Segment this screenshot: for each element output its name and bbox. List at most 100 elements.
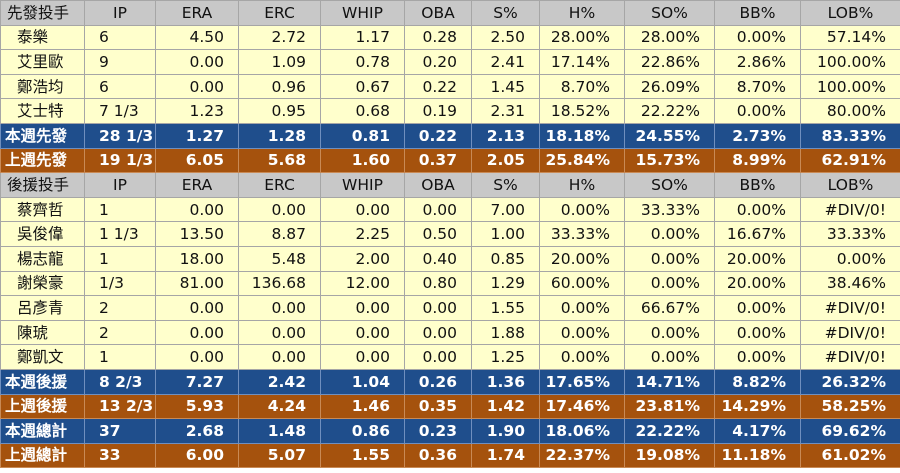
stat-cell: 2.41 [471, 49, 540, 75]
stat-cell: 1 1/3 [84, 221, 156, 247]
row-label-cell: 艾士特 [0, 98, 85, 124]
stat-cell: 12.00 [320, 270, 405, 297]
stat-cell: 1.42 [471, 393, 540, 420]
stat-cell: 6.05 [155, 147, 239, 174]
row-label-cell: 先發投手 [0, 0, 85, 26]
stat-cell: 61.02% [800, 442, 900, 469]
stat-cell: 100.00% [800, 49, 900, 75]
stat-cell: 0.00% [714, 24, 801, 51]
stat-cell: 0.80 [404, 270, 472, 297]
stat-cell: 2 [84, 319, 156, 346]
row-label-cell: 本週總計 [0, 418, 85, 444]
stat-cell: 1.46 [320, 393, 405, 420]
stat-cell: 0.00 [238, 344, 321, 370]
stat-cell: 0.68 [320, 98, 405, 124]
stat-cell: 28.00% [539, 24, 625, 51]
relievers-this-week-summary-row: 本週後援 8 2/3 7.27 2.42 1.04 0.26 1.36 17.65% 14.71… [0, 368, 900, 395]
stat-cell: 5.68 [238, 147, 321, 174]
stat-cell: 0.00% [800, 245, 900, 272]
stat-cell: 0.19 [404, 98, 472, 124]
stat-cell: 9 [84, 49, 156, 75]
stat-cell: ERC [238, 172, 321, 198]
stat-cell: 81.00 [155, 270, 239, 297]
stat-cell: 0.00% [714, 98, 801, 124]
stat-cell: 4.24 [238, 393, 321, 420]
stat-cell: 8.70% [714, 73, 801, 100]
stat-cell: 8.87 [238, 221, 321, 247]
stat-cell: 2.13 [471, 122, 540, 149]
stat-cell: 1.17 [320, 24, 405, 51]
stat-cell: 28.00% [624, 24, 715, 51]
row-label-cell: 本週先發 [0, 122, 85, 149]
stat-cell: 14.71% [624, 368, 715, 395]
stat-cell: 0.00% [714, 319, 801, 346]
stat-cell: 2.00 [320, 245, 405, 272]
relievers-pitcher-row: 呂彥青 2 0.00 0.00 0.00 0.00 1.55 0.00% 66.67% 0.00%… [0, 295, 900, 321]
stat-cell: 0.00 [155, 319, 239, 346]
stat-cell: 1 [84, 344, 156, 370]
stat-cell: #DIV/0! [800, 295, 900, 321]
stat-cell: SO% [624, 172, 715, 198]
stat-cell: S% [471, 172, 540, 198]
stat-cell: 20.00% [714, 270, 801, 297]
stat-cell: 0.00 [320, 295, 405, 321]
stat-cell: 0.37 [404, 147, 472, 174]
stat-cell: 33 [84, 442, 156, 469]
stat-cell: 17.65% [539, 368, 625, 395]
stat-cell: 0.00% [714, 295, 801, 321]
starters-pitcher-row: 艾士特 7 1/3 1.23 0.95 0.68 0.19 2.31 18.52% 22.22%… [0, 98, 900, 124]
row-label-cell: 呂彥青 [0, 295, 85, 321]
stat-cell: 13 2/3 [84, 393, 156, 420]
stat-cell: 0.40 [404, 245, 472, 272]
stat-cell: 18.06% [539, 418, 625, 444]
stat-cell: OBA [404, 172, 472, 198]
totals-this-week-row: 本週總計 37 2.68 1.48 0.86 0.23 1.90 18.06% 22.22% 4.… [0, 418, 900, 444]
stat-cell: H% [539, 0, 625, 26]
relievers-pitcher-row: 楊志龍 1 18.00 5.48 2.00 0.40 0.85 20.00% 0.00% 20.0… [0, 245, 900, 272]
stat-cell: SO% [624, 0, 715, 26]
stat-cell: 1.09 [238, 49, 321, 75]
stat-cell: 58.25% [800, 393, 900, 420]
stat-cell: 0.96 [238, 73, 321, 100]
stat-cell: 20.00% [539, 245, 625, 272]
starters-pitcher-row: 艾里歐 9 0.00 1.09 0.78 0.20 2.41 17.14% 22.86% 2.86… [0, 49, 900, 75]
stat-cell: 0.00% [539, 295, 625, 321]
stat-cell: 0.00% [624, 245, 715, 272]
stat-cell: 25.84% [539, 147, 625, 174]
stat-cell: 20.00% [714, 245, 801, 272]
stat-cell: 7.27 [155, 368, 239, 395]
stat-cell: #DIV/0! [800, 319, 900, 346]
stat-cell: 0.20 [404, 49, 472, 75]
stat-cell: 60.00% [539, 270, 625, 297]
stat-cell: 7.00 [471, 196, 540, 223]
stat-cell: 1.00 [471, 221, 540, 247]
stat-cell: 4.50 [155, 24, 239, 51]
stat-cell: 1.36 [471, 368, 540, 395]
stat-cell: 0.00 [404, 295, 472, 321]
stat-cell: 2.86% [714, 49, 801, 75]
stat-cell: 1.60 [320, 147, 405, 174]
stat-cell: 0.00% [714, 344, 801, 370]
row-label-cell: 楊志龍 [0, 245, 85, 272]
stat-cell: 37 [84, 418, 156, 444]
stat-cell: 18.18% [539, 122, 625, 149]
stat-cell: 1.88 [471, 319, 540, 346]
stat-cell: 1.28 [238, 122, 321, 149]
stat-cell: 0.85 [471, 245, 540, 272]
stat-cell: 15.73% [624, 147, 715, 174]
stat-cell: 1.55 [471, 295, 540, 321]
starters-this-week-summary-row: 本週先發 28 1/3 1.27 1.28 0.81 0.22 2.13 18.18% 24.5… [0, 122, 900, 149]
row-label-cell: 泰樂 [0, 24, 85, 51]
stat-cell: 6.00 [155, 442, 239, 469]
stat-cell: 62.91% [800, 147, 900, 174]
stat-cell: 8 2/3 [84, 368, 156, 395]
stat-cell: 2.42 [238, 368, 321, 395]
stat-cell: 0.00 [404, 196, 472, 223]
stat-cell: 11.18% [714, 442, 801, 469]
row-label-cell: 鄭凱文 [0, 344, 85, 370]
stat-cell: 0.00 [155, 49, 239, 75]
starters-last-week-summary-row: 上週先發 19 1/3 6.05 5.68 1.60 0.37 2.05 25.84% 15.7… [0, 147, 900, 174]
stat-cell: 1.48 [238, 418, 321, 444]
stat-cell: 6 [84, 24, 156, 51]
